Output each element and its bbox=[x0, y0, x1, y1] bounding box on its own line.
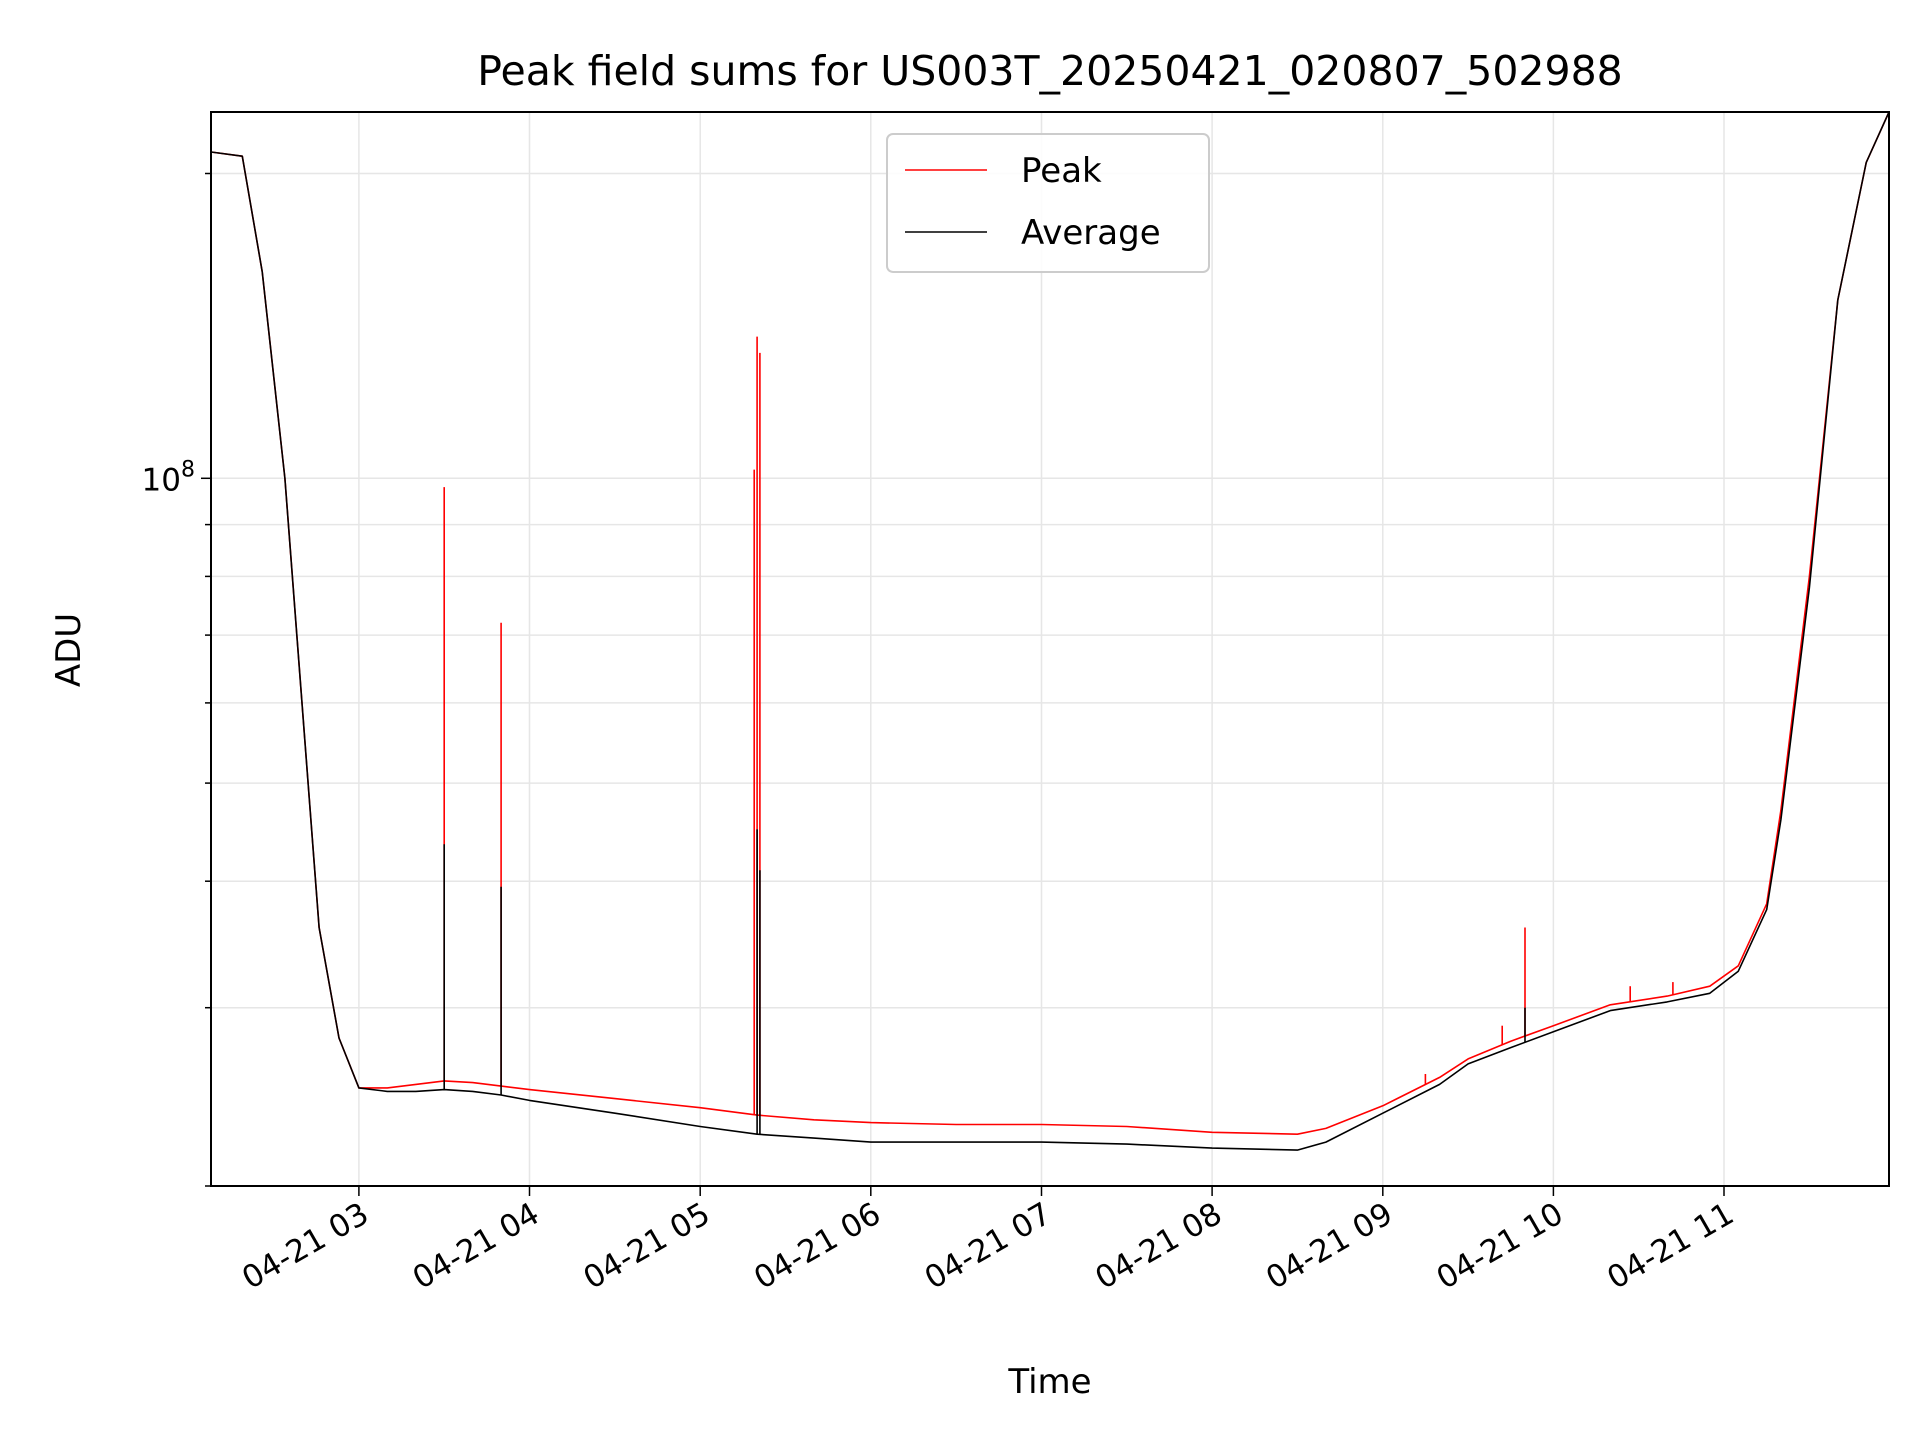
legend-box bbox=[886, 133, 1210, 273]
legend: Peak Average bbox=[886, 133, 1210, 273]
x-axis-label: Time bbox=[1007, 1362, 1091, 1402]
legend-label-average: Average bbox=[1021, 213, 1161, 253]
chart-title: Peak field sums for US003T_20250421_0208… bbox=[477, 47, 1623, 95]
series-average bbox=[211, 112, 1889, 1151]
series-line-average bbox=[211, 112, 1889, 1151]
y-axis-label: ADU bbox=[49, 613, 89, 687]
series-layer bbox=[211, 112, 1889, 1151]
legend-label-peak: Peak bbox=[1021, 151, 1102, 191]
plot-frame bbox=[210, 111, 1890, 1187]
